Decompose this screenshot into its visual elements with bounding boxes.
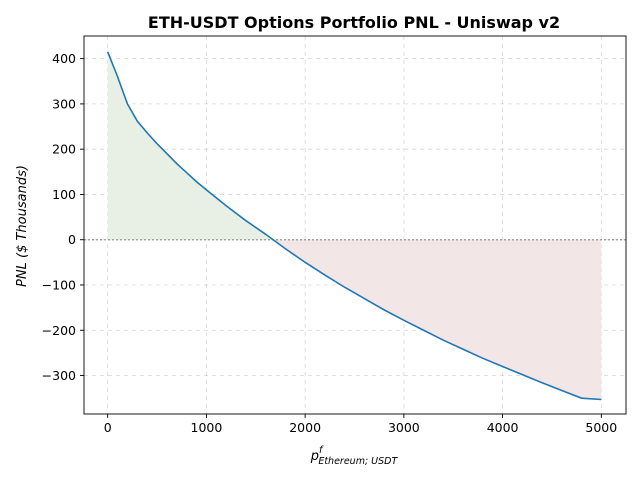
- y-tick-label: −100: [42, 277, 76, 292]
- x-tick-label: 5000: [585, 420, 617, 435]
- x-tick-label: 3000: [388, 420, 420, 435]
- x-axis-label: pf Ethereum; USDT: [310, 445, 399, 467]
- ticks-layer: 0 1000 2000 3000 4000 5000 −300 −200 −100 0 100 200…: [42, 51, 618, 435]
- y-tick-label: 200: [52, 142, 76, 157]
- series-layer: [106, 51, 602, 401]
- y-tick-label: −200: [42, 323, 76, 338]
- y-tick-label: 400: [52, 51, 76, 66]
- y-tick-label: 300: [52, 96, 76, 111]
- x-tick-label: 0: [104, 420, 112, 435]
- y-tick-label: 0: [68, 232, 76, 247]
- x-tick-label: 2000: [289, 420, 321, 435]
- y-axis-label: PNL ($ Thousands): [15, 165, 30, 287]
- loss-area: [273, 239, 602, 400]
- fill-layer: [107, 51, 602, 400]
- chart-title: ETH-USDT Options Portfolio PNL - Uniswap…: [148, 13, 560, 32]
- axes-layer: [83, 35, 627, 415]
- profit-area: [107, 51, 274, 240]
- x-axis-label-sub: Ethereum; USDT: [318, 456, 398, 467]
- x-axis-label-main: p: [310, 449, 319, 464]
- plot-frame: [83, 35, 627, 415]
- y-tick-label: −300: [42, 368, 76, 383]
- x-axis-label-sup: f: [319, 445, 324, 456]
- x-tick-label: 1000: [191, 420, 223, 435]
- pnl-series-line: [106, 51, 602, 401]
- x-tick-label: 4000: [487, 420, 519, 435]
- y-tick-label: 100: [52, 187, 76, 202]
